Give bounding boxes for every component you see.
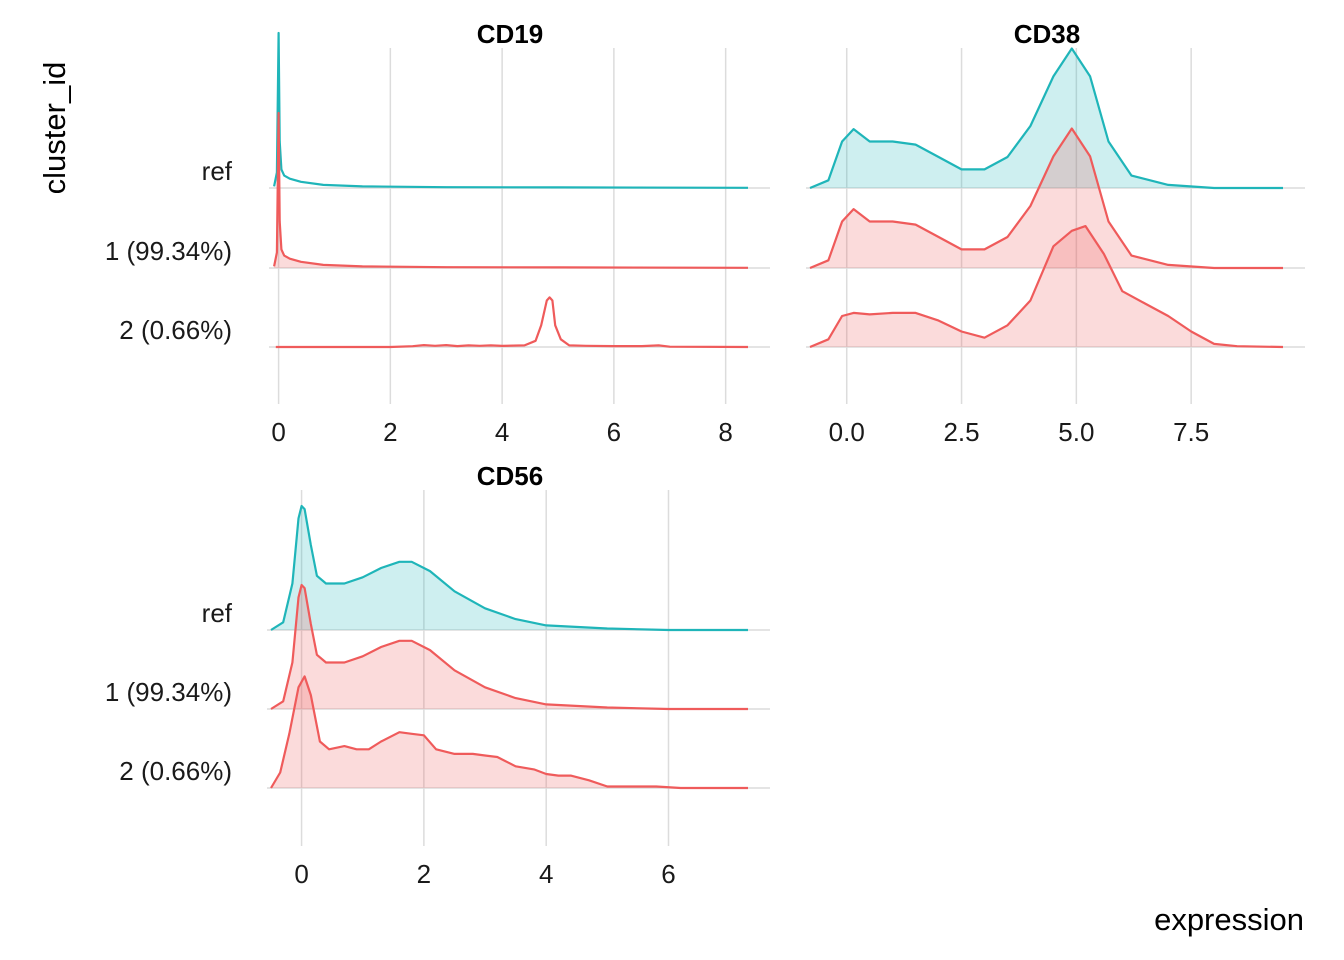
x-tick-label: 2: [417, 859, 431, 889]
y-tick-label: 2 (0.66%): [119, 756, 232, 786]
ridge-line-ref: [270, 504, 748, 632]
y-tick-label: ref: [202, 156, 233, 186]
y-tick-label: 1 (99.34%): [105, 677, 232, 707]
ridge-area-cluster-1: [274, 113, 748, 268]
ridge-line-ref: [273, 31, 749, 189]
ridge-area-cluster-2: [810, 226, 1283, 347]
y-tick-label: ref: [202, 598, 233, 628]
ridge-area-ref: [271, 506, 748, 630]
ridge-line-cluster-1: [809, 127, 1283, 270]
facet-title: CD19: [477, 19, 543, 49]
x-tick-label: 7.5: [1173, 417, 1209, 447]
panel-cd19: CD19 0 2 4 6 8 ref 1 (99.34%) 2 (0.66%): [105, 19, 770, 447]
facet-title: CD38: [1014, 19, 1080, 49]
x-tick-label: 2.5: [943, 417, 979, 447]
ridge-line-cluster-2: [809, 225, 1284, 349]
ridge-area-cluster-1: [271, 585, 748, 709]
ridge-area-cluster-2: [271, 676, 748, 788]
x-axis-title: expression: [1154, 902, 1304, 937]
ridge-line-cluster-1: [270, 583, 748, 711]
x-tick-label: 0: [271, 417, 285, 447]
facet-panels: CD19 0 2 4 6 8 ref 1 (99.34%) 2 (0.66%) CD38 0.0 2.…: [105, 19, 1305, 889]
ridge-area-ref: [810, 48, 1283, 188]
ridge-line-cluster-2: [270, 675, 748, 790]
facet-title: CD56: [477, 461, 543, 491]
ridge-line-ref: [809, 47, 1283, 190]
panel-cd38: CD38 0.0 2.5 5.0 7.5: [806, 19, 1305, 447]
ridge-area-cluster-1: [810, 128, 1283, 268]
ridge-line-cluster-2: [275, 296, 749, 349]
x-tick-label: 8: [718, 417, 732, 447]
y-tick-label: 1 (99.34%): [105, 236, 232, 266]
y-tick-label: 2 (0.66%): [119, 315, 232, 345]
y-axis-title: cluster_id: [37, 62, 72, 195]
panel-cd56: CD56 0 2 4 6 ref 1 (99.34%) 2 (0.66%): [105, 461, 770, 889]
x-tick-label: 4: [495, 417, 509, 447]
x-tick-label: 5.0: [1058, 417, 1094, 447]
ridge-line-cluster-1: [273, 111, 749, 269]
x-tick-label: 6: [661, 859, 675, 889]
x-tick-label: 6: [607, 417, 621, 447]
x-tick-label: 0: [294, 859, 308, 889]
x-tick-label: 2: [383, 417, 397, 447]
x-tick-label: 0.0: [829, 417, 865, 447]
x-tick-label: 4: [539, 859, 553, 889]
